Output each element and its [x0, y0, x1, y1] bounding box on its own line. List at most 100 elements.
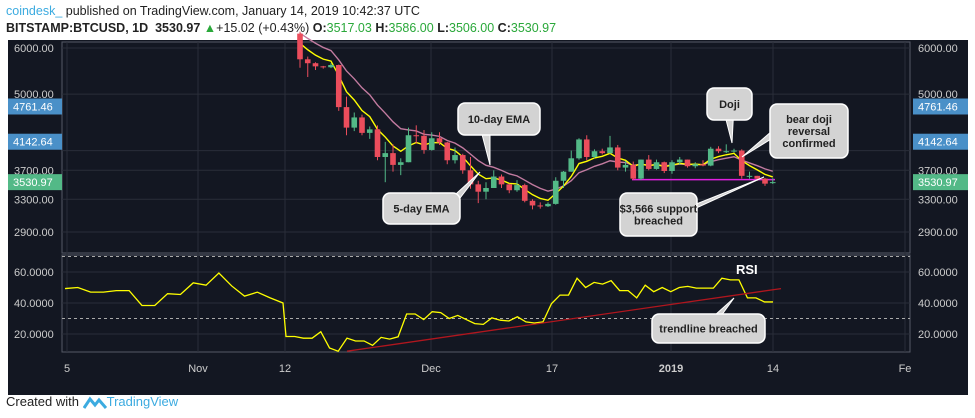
price-tick-right: 5000.00	[918, 89, 958, 101]
candle-body	[684, 159, 691, 167]
callout-text: reversal	[788, 126, 830, 138]
candle-body	[653, 162, 660, 169]
price-tag	[913, 174, 968, 191]
candle-body	[700, 164, 706, 166]
candle-body	[467, 170, 474, 185]
rsi-tick-left: 40.0000	[14, 298, 54, 310]
candle-body	[769, 182, 776, 184]
candle-body	[483, 188, 489, 192]
author-link[interactable]: coindesk_	[6, 4, 63, 18]
candle-body	[297, 33, 303, 60]
high-value: 3586.00	[388, 21, 434, 35]
price-tick-left: 6000.00	[14, 43, 54, 55]
callout-box	[457, 102, 541, 136]
price-tag-left: 3530.97	[13, 177, 53, 189]
callout-box	[619, 192, 698, 237]
chart-panel[interactable]	[8, 40, 968, 395]
candle-body	[374, 129, 381, 157]
x-axis-label: Fe	[899, 363, 912, 375]
callout-text: Doji	[719, 99, 740, 111]
symbol: BITSTAMP:BTCUSD, 1D	[6, 21, 149, 35]
candle-body	[638, 159, 644, 179]
price-tick-right: 2900.00	[918, 227, 958, 239]
candle-body	[475, 184, 482, 192]
x-axis-label: 5	[64, 363, 70, 375]
candle-body	[382, 153, 389, 157]
low-label: L:	[437, 21, 449, 35]
callout-text: 10-day EMA	[468, 114, 530, 126]
rsi-label: RSI	[736, 262, 758, 277]
callout-text: $3,566 support	[620, 204, 698, 216]
candle-body	[707, 148, 714, 166]
candle-body	[436, 138, 443, 143]
callout-text: confirmed	[782, 138, 835, 150]
x-axis-label: Dec	[421, 363, 441, 375]
rsi-tick-left: 60.0000	[14, 267, 54, 279]
candle-body	[583, 139, 590, 157]
candle-body	[754, 175, 761, 179]
candle-body	[645, 159, 652, 169]
candle-body	[490, 176, 497, 189]
candle-body	[576, 139, 582, 159]
candle-body	[591, 151, 598, 157]
created-with: Created with	[6, 394, 79, 409]
price-tick-right: 3300.00	[918, 194, 958, 206]
callout-box	[382, 192, 461, 225]
footer: Created with TradingView	[6, 394, 178, 410]
candle-body	[738, 150, 745, 176]
candle-body	[335, 65, 342, 108]
candle-body	[459, 155, 466, 171]
last-price: 3530.97	[155, 21, 201, 35]
candle-body	[676, 159, 683, 163]
candle-body	[366, 129, 373, 133]
x-axis-label: 17	[546, 363, 558, 375]
callout-text: bear doji	[786, 114, 832, 126]
tradingview-brand[interactable]: TradingView	[106, 394, 179, 409]
callout-10-day-ema: 10-day EMA	[457, 102, 541, 166]
callout-doji: Doji	[706, 87, 753, 144]
candle-body	[343, 107, 350, 128]
candle-body	[304, 59, 311, 64]
candle-body	[552, 180, 559, 204]
candle-body	[320, 66, 327, 68]
candle-body	[545, 203, 551, 207]
candle-body	[498, 176, 505, 185]
rsi-tick-right: 60.0000	[918, 267, 958, 279]
publish-text: published on TradingView.com, January 14…	[62, 4, 420, 18]
candle-body	[421, 135, 427, 150]
candle-body	[630, 164, 637, 179]
close-value: 3530.97	[510, 21, 557, 35]
price-tag	[8, 98, 62, 115]
candle-body	[405, 135, 412, 163]
price-tick-right: 6000.00	[918, 43, 958, 55]
candle-body	[359, 117, 365, 133]
candle-body	[452, 155, 458, 161]
x-axis-label: 12	[279, 363, 291, 375]
rsi-trendline	[346, 287, 782, 352]
candle-body	[661, 162, 668, 171]
candle-body	[622, 164, 629, 168]
candle-body	[521, 185, 528, 201]
candle-body	[560, 171, 567, 181]
candle-body	[715, 148, 722, 152]
callout-box	[769, 103, 849, 159]
candle-body	[413, 135, 420, 137]
candle-body	[762, 178, 768, 184]
price-tag	[913, 98, 968, 115]
up-arrow-icon: ▲	[203, 21, 217, 35]
candle-body	[514, 185, 520, 191]
close-label: C:	[497, 21, 511, 35]
high-label: H:	[375, 21, 389, 35]
candle-body	[312, 63, 319, 67]
candle-body	[599, 151, 606, 154]
candle-body	[692, 164, 699, 167]
callout-box	[706, 87, 753, 121]
price-tag	[913, 133, 968, 150]
candle-body	[731, 150, 737, 152]
callout-text: breached	[634, 216, 683, 228]
candle-body	[506, 184, 513, 191]
price-tag-left: 4142.64	[13, 137, 53, 149]
rsi-tick-right: 20.0000	[918, 329, 958, 341]
callout-trendline-breached: trendline breached	[651, 297, 766, 344]
